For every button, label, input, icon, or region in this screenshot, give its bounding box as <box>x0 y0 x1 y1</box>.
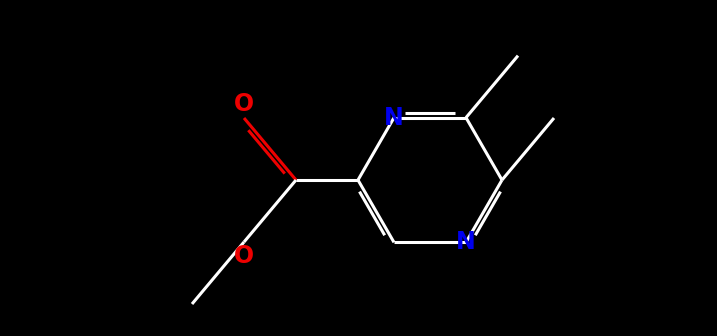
Text: N: N <box>456 230 476 254</box>
Text: N: N <box>384 106 404 130</box>
Text: O: O <box>234 92 254 116</box>
Text: O: O <box>234 244 254 268</box>
